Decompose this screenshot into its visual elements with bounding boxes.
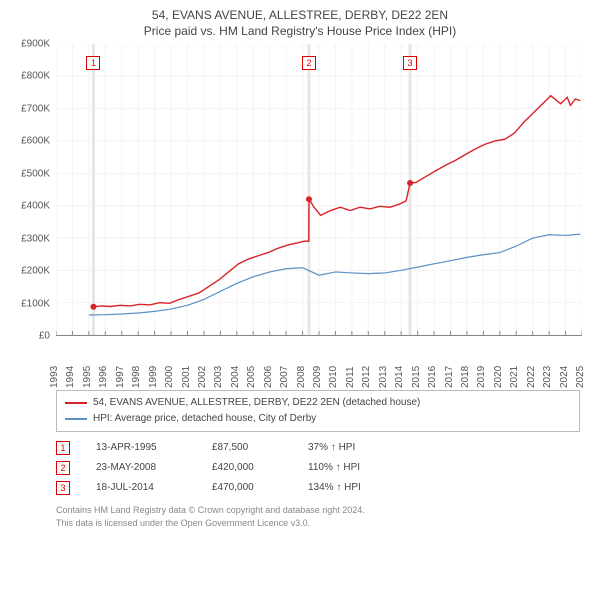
y-tick-label: £800K <box>21 71 50 82</box>
x-tick-label: 2017 <box>444 366 455 388</box>
y-tick-label: £900K <box>21 39 50 50</box>
chart-area: £0 £100K £200K £300K £400K £500K £600K £700K £80… <box>10 44 590 384</box>
x-tick-label: 2006 <box>263 366 274 388</box>
transaction-row: 1 13-APR-1995 £87,500 37% ↑ HPI <box>56 438 580 458</box>
x-tick-label: 2022 <box>526 366 537 388</box>
title-block: 54, EVANS AVENUE, ALLESTREE, DERBY, DE22… <box>10 8 590 38</box>
x-tick-label: 2001 <box>181 366 192 388</box>
legend: 54, EVANS AVENUE, ALLESTREE, DERBY, DE22… <box>56 390 580 432</box>
x-tick-label: 2011 <box>345 366 356 388</box>
x-tick-label: 2007 <box>279 366 290 388</box>
footer-line2: This data is licensed under the Open Gov… <box>56 517 580 530</box>
x-tick-label: 1994 <box>65 366 76 388</box>
legend-item: HPI: Average price, detached house, City… <box>65 411 571 427</box>
chart-marker-2: 2 <box>302 56 316 70</box>
transaction-row: 3 18-JUL-2014 £470,000 134% ↑ HPI <box>56 478 580 498</box>
transaction-pct: 110% ↑ HPI <box>308 458 388 478</box>
x-tick-label: 2013 <box>378 366 389 388</box>
transaction-price: £470,000 <box>212 478 282 498</box>
y-tick-label: £100K <box>21 298 50 309</box>
x-tick-label: 2021 <box>509 366 520 388</box>
title-address: 54, EVANS AVENUE, ALLESTREE, DERBY, DE22… <box>10 8 590 22</box>
plot-area: 1 2 3 <box>56 44 582 336</box>
x-axis-labels: 1993199419951996199719981999200020012002… <box>56 340 582 384</box>
chart-marker-1: 1 <box>86 56 100 70</box>
transaction-price: £420,000 <box>212 458 282 478</box>
x-tick-label: 2020 <box>493 366 504 388</box>
transaction-pct: 134% ↑ HPI <box>308 478 388 498</box>
transaction-marker: 3 <box>56 481 70 495</box>
y-axis-labels: £0 £100K £200K £300K £400K £500K £600K £700K £80… <box>10 44 52 384</box>
chart-svg <box>56 44 582 335</box>
chart-container: 54, EVANS AVENUE, ALLESTREE, DERBY, DE22… <box>0 0 600 590</box>
legend-swatch <box>65 418 87 420</box>
transaction-price: £87,500 <box>212 438 282 458</box>
x-tick-label: 1999 <box>148 366 159 388</box>
y-tick-label: £500K <box>21 168 50 179</box>
x-tick-label: 1996 <box>98 366 109 388</box>
footer: Contains HM Land Registry data © Crown c… <box>56 504 580 530</box>
x-tick-label: 2005 <box>246 366 257 388</box>
legend-label: 54, EVANS AVENUE, ALLESTREE, DERBY, DE22… <box>93 395 420 411</box>
y-tick-label: £300K <box>21 233 50 244</box>
x-tick-label: 2003 <box>213 366 224 388</box>
legend-item: 54, EVANS AVENUE, ALLESTREE, DERBY, DE22… <box>65 395 571 411</box>
y-tick-label: £600K <box>21 136 50 147</box>
x-tick-label: 2015 <box>411 366 422 388</box>
x-tick-label: 2009 <box>312 366 323 388</box>
x-tick-label: 2025 <box>575 366 586 388</box>
y-tick-label: £0 <box>39 331 50 342</box>
y-tick-label: £700K <box>21 103 50 114</box>
legend-label: HPI: Average price, detached house, City… <box>93 411 316 427</box>
x-tick-label: 2004 <box>230 366 241 388</box>
x-tick-label: 1993 <box>49 366 60 388</box>
x-tick-label: 2023 <box>542 366 553 388</box>
transaction-date: 13-APR-1995 <box>96 438 186 458</box>
y-tick-label: £400K <box>21 201 50 212</box>
chart-marker-3: 3 <box>403 56 417 70</box>
x-tick-label: 1997 <box>115 366 126 388</box>
x-tick-label: 2002 <box>197 366 208 388</box>
x-tick-label: 2008 <box>296 366 307 388</box>
x-tick-label: 2014 <box>394 366 405 388</box>
transaction-pct: 37% ↑ HPI <box>308 438 388 458</box>
x-tick-label: 2019 <box>476 366 487 388</box>
footer-line1: Contains HM Land Registry data © Crown c… <box>56 504 580 517</box>
x-tick-label: 2000 <box>164 366 175 388</box>
x-tick-label: 2016 <box>427 366 438 388</box>
transaction-marker: 2 <box>56 461 70 475</box>
transaction-marker: 1 <box>56 441 70 455</box>
transaction-table: 1 13-APR-1995 £87,500 37% ↑ HPI 2 23-MAY-2008… <box>56 438 580 498</box>
x-tick-label: 1998 <box>131 366 142 388</box>
x-tick-label: 2012 <box>361 366 372 388</box>
x-tick-label: 2010 <box>328 366 339 388</box>
transaction-row: 2 23-MAY-2008 £420,000 110% ↑ HPI <box>56 458 580 478</box>
transaction-date: 18-JUL-2014 <box>96 478 186 498</box>
transaction-date: 23-MAY-2008 <box>96 458 186 478</box>
title-subtitle: Price paid vs. HM Land Registry's House … <box>10 24 590 38</box>
x-tick-label: 2018 <box>460 366 471 388</box>
y-tick-label: £200K <box>21 266 50 277</box>
x-tick-label: 2024 <box>559 366 570 388</box>
x-tick-label: 1995 <box>82 366 93 388</box>
legend-swatch <box>65 402 87 404</box>
